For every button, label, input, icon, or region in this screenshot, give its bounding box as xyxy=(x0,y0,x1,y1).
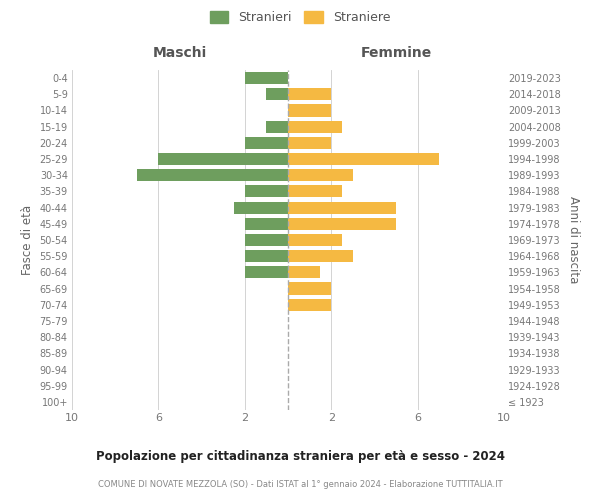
Bar xyxy=(288,104,331,117)
Bar xyxy=(245,266,288,278)
Bar xyxy=(245,234,288,246)
Bar xyxy=(288,266,320,278)
Text: Popolazione per cittadinanza straniera per età e sesso - 2024: Popolazione per cittadinanza straniera p… xyxy=(95,450,505,463)
Bar xyxy=(158,153,288,165)
Bar xyxy=(245,72,288,84)
Bar xyxy=(266,120,288,132)
Bar xyxy=(288,169,353,181)
Y-axis label: Fasce di età: Fasce di età xyxy=(21,205,34,275)
Legend: Stranieri, Straniere: Stranieri, Straniere xyxy=(205,6,395,29)
Bar xyxy=(245,186,288,198)
Bar xyxy=(137,169,288,181)
Text: Maschi: Maschi xyxy=(153,46,207,60)
Bar xyxy=(245,250,288,262)
Bar xyxy=(288,88,331,101)
Bar xyxy=(288,137,331,149)
Text: COMUNE DI NOVATE MEZZOLA (SO) - Dati ISTAT al 1° gennaio 2024 - Elaborazione TUT: COMUNE DI NOVATE MEZZOLA (SO) - Dati IST… xyxy=(98,480,502,489)
Bar xyxy=(245,137,288,149)
Bar xyxy=(288,202,396,213)
Bar xyxy=(288,153,439,165)
Y-axis label: Anni di nascita: Anni di nascita xyxy=(566,196,580,284)
Bar xyxy=(288,250,353,262)
Bar xyxy=(288,218,396,230)
Bar xyxy=(234,202,288,213)
Bar xyxy=(288,282,331,294)
Bar xyxy=(288,120,342,132)
Text: Femmine: Femmine xyxy=(361,46,431,60)
Bar xyxy=(245,218,288,230)
Bar xyxy=(288,298,331,311)
Bar xyxy=(266,88,288,101)
Bar xyxy=(288,234,342,246)
Bar xyxy=(288,186,342,198)
